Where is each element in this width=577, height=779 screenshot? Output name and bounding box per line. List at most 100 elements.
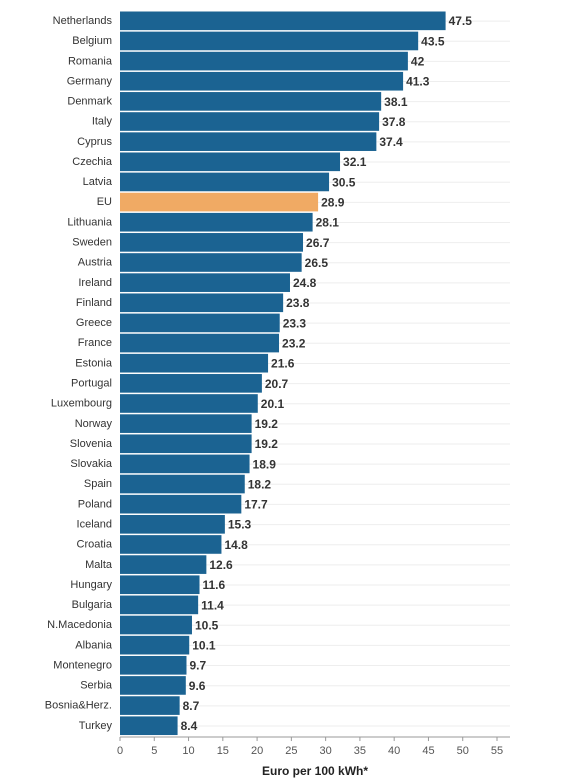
value-label: 24.8 [293, 276, 317, 290]
bar [120, 273, 290, 292]
bar [120, 11, 446, 31]
bar [120, 374, 262, 393]
bar [120, 494, 242, 514]
bar [120, 172, 330, 192]
category-label: Lithuania [67, 216, 113, 228]
category-label: Romania [68, 55, 113, 67]
bar [120, 676, 186, 695]
x-tick-label: 30 [320, 745, 332, 757]
category-label: Croatia [77, 539, 113, 551]
bar [120, 333, 280, 353]
category-label: Austria [78, 257, 113, 269]
value-label: 32.1 [343, 155, 367, 169]
value-label: 18.2 [248, 477, 272, 491]
value-label: 37.8 [382, 115, 406, 129]
value-label: 38.1 [384, 95, 408, 109]
value-label: 23.8 [286, 296, 310, 310]
value-label: 18.9 [253, 457, 277, 471]
category-label: Serbia [80, 680, 113, 692]
value-label: 20.7 [265, 377, 289, 391]
x-tick-label: 0 [117, 745, 123, 757]
bar [120, 635, 190, 655]
value-label: 10.1 [192, 639, 216, 653]
x-tick-label: 25 [285, 745, 297, 757]
bar [120, 474, 245, 494]
category-label: Iceland [77, 518, 112, 530]
category-label: Italy [92, 116, 113, 128]
bar [120, 655, 187, 675]
bar [120, 112, 380, 131]
x-tick-label: 15 [217, 745, 229, 757]
value-label: 8.4 [181, 719, 198, 733]
category-label: Greece [76, 317, 112, 329]
bar [120, 555, 207, 574]
bar [120, 152, 341, 172]
category-label: Poland [78, 498, 112, 510]
value-label: 26.5 [305, 256, 329, 270]
category-label: Albania [75, 639, 113, 651]
value-label: 11.4 [201, 598, 224, 612]
category-label: Slovakia [70, 458, 112, 470]
value-label: 19.2 [255, 417, 279, 431]
bar [120, 31, 419, 51]
bar [120, 233, 304, 252]
bar [120, 615, 192, 635]
category-label: Turkey [79, 720, 113, 732]
category-label: Denmark [67, 96, 112, 108]
bar [120, 51, 408, 71]
category-label: Sweden [72, 237, 112, 249]
value-label: 9.7 [189, 659, 206, 673]
category-label: EU [97, 196, 112, 208]
bar [120, 414, 252, 433]
category-label: Ireland [78, 277, 112, 289]
value-label: 28.9 [321, 196, 345, 210]
bar [120, 253, 302, 272]
value-label: 19.2 [255, 437, 279, 451]
x-tick-label: 20 [251, 745, 263, 757]
category-label: Luxembourg [51, 398, 112, 410]
bar [120, 394, 258, 413]
value-label: 42 [411, 55, 425, 69]
category-label: N.Macedonia [47, 619, 113, 631]
value-label: 30.5 [332, 175, 356, 189]
x-axis-label: Euro per 100 kWh* [262, 764, 368, 778]
category-label: France [78, 337, 112, 349]
category-label: Czechia [72, 156, 113, 168]
category-label: Estonia [75, 357, 113, 369]
x-tick-label: 55 [491, 745, 503, 757]
value-label: 47.5 [449, 14, 473, 28]
bar [120, 434, 252, 454]
value-label: 11.6 [203, 578, 226, 592]
category-label: Hungary [70, 579, 112, 591]
x-tick-label: 40 [388, 745, 400, 757]
bar [120, 696, 180, 715]
value-label: 10.5 [195, 618, 219, 632]
category-label: Cyprus [77, 136, 112, 148]
value-label: 17.7 [244, 498, 268, 512]
category-label: Malta [85, 559, 113, 571]
value-label: 41.3 [406, 75, 430, 89]
bar [120, 313, 280, 333]
category-label: Germany [67, 75, 113, 87]
bar [120, 293, 284, 313]
category-label: Portugal [71, 377, 112, 389]
bar [120, 353, 269, 373]
bar [120, 192, 319, 212]
bar [120, 595, 199, 615]
category-label: Belgium [72, 35, 112, 47]
x-tick-label: 5 [151, 745, 157, 757]
value-label: 37.4 [379, 135, 403, 149]
bar [120, 716, 178, 736]
bar [120, 535, 222, 554]
value-label: 23.3 [283, 316, 307, 330]
category-label: Finland [76, 297, 112, 309]
category-label: Norway [75, 418, 113, 430]
bar [120, 71, 404, 91]
bar [120, 212, 313, 232]
category-label: Netherlands [53, 15, 113, 27]
value-label: 43.5 [421, 34, 445, 48]
value-label: 8.7 [183, 699, 200, 713]
value-label: 9.6 [189, 679, 206, 693]
x-tick-label: 50 [457, 745, 469, 757]
